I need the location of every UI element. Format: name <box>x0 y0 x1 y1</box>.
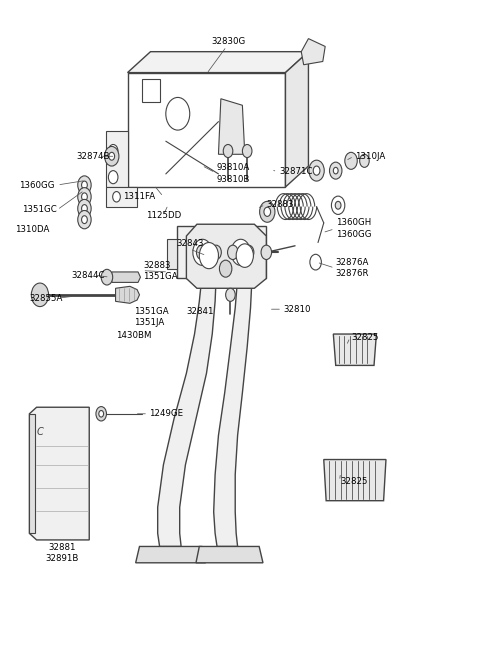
Text: 32810: 32810 <box>283 305 311 314</box>
Circle shape <box>199 242 218 269</box>
Text: 1311FA: 1311FA <box>123 193 156 201</box>
Text: 32883: 32883 <box>144 261 171 270</box>
Circle shape <box>333 168 338 174</box>
Circle shape <box>226 288 235 301</box>
Circle shape <box>78 210 91 229</box>
Circle shape <box>236 244 253 267</box>
Polygon shape <box>218 99 245 155</box>
Circle shape <box>108 171 118 183</box>
Circle shape <box>243 245 254 259</box>
Text: 32843: 32843 <box>176 239 204 248</box>
Circle shape <box>310 254 322 270</box>
Polygon shape <box>301 39 325 65</box>
Circle shape <box>242 145 252 158</box>
Text: 32891B: 32891B <box>45 553 79 563</box>
Text: 32881: 32881 <box>48 543 76 552</box>
Polygon shape <box>29 414 35 533</box>
Text: C: C <box>36 427 43 437</box>
Circle shape <box>329 162 342 179</box>
Circle shape <box>264 207 271 216</box>
Text: 1310JA: 1310JA <box>355 152 385 160</box>
Circle shape <box>96 407 107 421</box>
Circle shape <box>82 215 87 223</box>
Circle shape <box>105 147 119 166</box>
Polygon shape <box>142 79 160 102</box>
Circle shape <box>219 260 232 277</box>
Text: 1351GA: 1351GA <box>144 272 178 281</box>
Polygon shape <box>167 239 177 269</box>
Circle shape <box>335 201 341 209</box>
Circle shape <box>260 201 275 222</box>
Text: 1125DD: 1125DD <box>146 210 181 219</box>
Circle shape <box>78 176 91 194</box>
Polygon shape <box>106 132 128 187</box>
Circle shape <box>261 245 272 259</box>
Circle shape <box>223 145 233 158</box>
Circle shape <box>360 155 369 168</box>
Circle shape <box>228 245 238 259</box>
Circle shape <box>231 239 250 265</box>
Polygon shape <box>196 546 263 563</box>
Circle shape <box>196 245 207 259</box>
Text: 1360GG: 1360GG <box>19 181 54 189</box>
Circle shape <box>331 196 345 214</box>
Circle shape <box>82 204 87 212</box>
Text: 93810B: 93810B <box>216 175 250 183</box>
Polygon shape <box>333 334 376 365</box>
Text: 1360GG: 1360GG <box>336 229 371 238</box>
Circle shape <box>31 283 48 307</box>
Polygon shape <box>214 278 252 546</box>
Text: 1351GA: 1351GA <box>134 307 168 316</box>
Text: 1310DA: 1310DA <box>15 225 49 234</box>
Text: 1249GE: 1249GE <box>149 409 183 419</box>
Circle shape <box>113 191 120 202</box>
Text: 32825: 32825 <box>340 477 368 485</box>
Circle shape <box>166 98 190 130</box>
Polygon shape <box>136 546 205 563</box>
Circle shape <box>82 193 87 200</box>
Text: 32871C: 32871C <box>279 168 313 176</box>
Polygon shape <box>157 278 216 546</box>
Circle shape <box>193 239 212 265</box>
Circle shape <box>101 269 113 285</box>
Circle shape <box>309 160 324 181</box>
Polygon shape <box>116 286 140 303</box>
Circle shape <box>82 181 87 189</box>
Circle shape <box>78 199 91 217</box>
Circle shape <box>109 153 115 160</box>
Text: 32844C: 32844C <box>72 271 105 280</box>
Polygon shape <box>177 226 266 278</box>
Circle shape <box>99 411 104 417</box>
Polygon shape <box>324 460 386 500</box>
Text: 1351JA: 1351JA <box>134 318 164 328</box>
Circle shape <box>345 153 357 170</box>
Text: 1351GC: 1351GC <box>22 206 57 214</box>
Polygon shape <box>286 52 309 187</box>
Polygon shape <box>186 224 266 288</box>
Text: 32876A: 32876A <box>336 257 369 267</box>
Text: 1360GH: 1360GH <box>336 218 371 227</box>
Text: 32876R: 32876R <box>336 269 369 278</box>
Text: 32855A: 32855A <box>29 293 63 303</box>
Text: 32883: 32883 <box>266 200 294 209</box>
Polygon shape <box>128 73 286 187</box>
Circle shape <box>211 245 221 259</box>
Circle shape <box>108 145 118 158</box>
Polygon shape <box>106 187 137 206</box>
Polygon shape <box>128 52 309 73</box>
Polygon shape <box>112 272 141 282</box>
Text: 32830G: 32830G <box>211 37 245 46</box>
Text: 32841: 32841 <box>186 307 214 316</box>
Text: 32825: 32825 <box>351 333 379 342</box>
Text: 93810A: 93810A <box>216 163 249 172</box>
Circle shape <box>78 187 91 206</box>
Polygon shape <box>29 407 89 540</box>
Text: 1430BM: 1430BM <box>116 331 151 341</box>
Text: 32874B: 32874B <box>76 152 110 160</box>
Circle shape <box>313 166 320 175</box>
